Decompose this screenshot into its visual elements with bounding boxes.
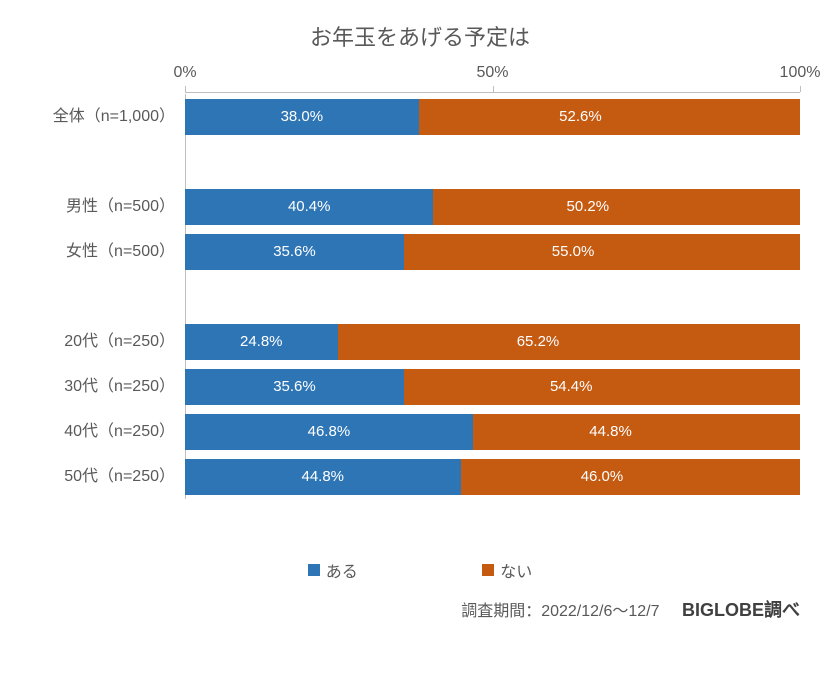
bar-segment-remainder <box>743 459 800 495</box>
bar-segment-no: 65.2% <box>338 324 739 360</box>
bar-row: 20代（n=250）24.8%65.2% <box>185 319 800 364</box>
legend-item-no: ない <box>482 558 532 582</box>
bar-segment-remainder <box>742 189 800 225</box>
category-label: 50代（n=250） <box>25 454 175 499</box>
chart-title: お年玉をあげる予定は <box>30 20 810 52</box>
legend: ある ない <box>30 558 810 582</box>
bar-segment-yes: 40.4% <box>185 189 433 225</box>
bar-row: 30代（n=250）35.6%54.4% <box>185 364 800 409</box>
stacked-bar: 46.8%44.8% <box>185 414 800 450</box>
bar-segment-remainder <box>738 369 800 405</box>
stacked-bar: 40.4%50.2% <box>185 189 800 225</box>
bar-segment-no: 44.8% <box>473 414 749 450</box>
bar-row: 40代（n=250）46.8%44.8% <box>185 409 800 454</box>
bar-segment-yes: 24.8% <box>185 324 338 360</box>
x-axis: 0% 50% 100% <box>185 64 800 94</box>
bar-segment-no: 55.0% <box>404 234 742 270</box>
bar-segment-remainder <box>738 324 800 360</box>
survey-period: 調査期間：2022/12/6～12/7 <box>461 603 659 620</box>
chart-container: お年玉をあげる予定は 0% 50% 100% 全体（n=1,000）38.0%5… <box>0 0 840 673</box>
bar-segment-remainder <box>742 99 800 135</box>
bar-row: 男性（n=500）40.4%50.2% <box>185 184 800 229</box>
category-label: 40代（n=250） <box>25 409 175 454</box>
axis-tick-0: 0% <box>173 64 196 82</box>
legend-label-yes: ある <box>326 558 358 582</box>
category-label: 30代（n=250） <box>25 364 175 409</box>
category-label: 男性（n=500） <box>25 184 175 229</box>
bar-segment-yes: 44.8% <box>185 459 461 495</box>
bar-segment-yes: 38.0% <box>185 99 419 135</box>
category-label: 20代（n=250） <box>25 319 175 364</box>
bar-segment-remainder <box>742 234 800 270</box>
stacked-bar: 35.6%54.4% <box>185 369 800 405</box>
bar-segment-remainder <box>748 414 800 450</box>
bar-segment-no: 52.6% <box>419 99 742 135</box>
category-label: 女性（n=500） <box>25 229 175 274</box>
stacked-bar: 38.0%52.6% <box>185 99 800 135</box>
bar-segment-no: 54.4% <box>404 369 739 405</box>
legend-label-no: ない <box>500 558 532 582</box>
bar-row: 全体（n=1,000）38.0%52.6% <box>185 94 800 139</box>
stacked-bar: 24.8%65.2% <box>185 324 800 360</box>
gap-row <box>185 139 800 184</box>
bar-row: 50代（n=250）44.8%46.0% <box>185 454 800 499</box>
legend-swatch-no <box>482 564 494 576</box>
stacked-bar: 44.8%46.0% <box>185 459 800 495</box>
bar-segment-yes: 35.6% <box>185 369 404 405</box>
legend-item-yes: ある <box>308 558 358 582</box>
legend-swatch-yes <box>308 564 320 576</box>
bar-segment-yes: 46.8% <box>185 414 473 450</box>
bar-segment-yes: 35.6% <box>185 234 404 270</box>
category-label: 全体（n=1,000） <box>25 94 175 139</box>
bar-row: 女性（n=500）35.6%55.0% <box>185 229 800 274</box>
bar-segment-no: 46.0% <box>461 459 744 495</box>
axis-tick-50: 50% <box>476 64 508 82</box>
footer: 調査期間：2022/12/6～12/7 BIGLOBE調べ <box>30 596 810 622</box>
stacked-bar: 35.6%55.0% <box>185 234 800 270</box>
bars-area: 全体（n=1,000）38.0%52.6% 男性（n=500）40.4%50.2%… <box>185 94 800 499</box>
source-credit: BIGLOBE調べ <box>682 600 800 620</box>
gap-row <box>185 274 800 319</box>
plot-area: 0% 50% 100% 全体（n=1,000）38.0%52.6% 男性（n=50… <box>185 64 800 544</box>
bar-segment-no: 50.2% <box>433 189 742 225</box>
axis-tick-100: 100% <box>780 64 821 82</box>
